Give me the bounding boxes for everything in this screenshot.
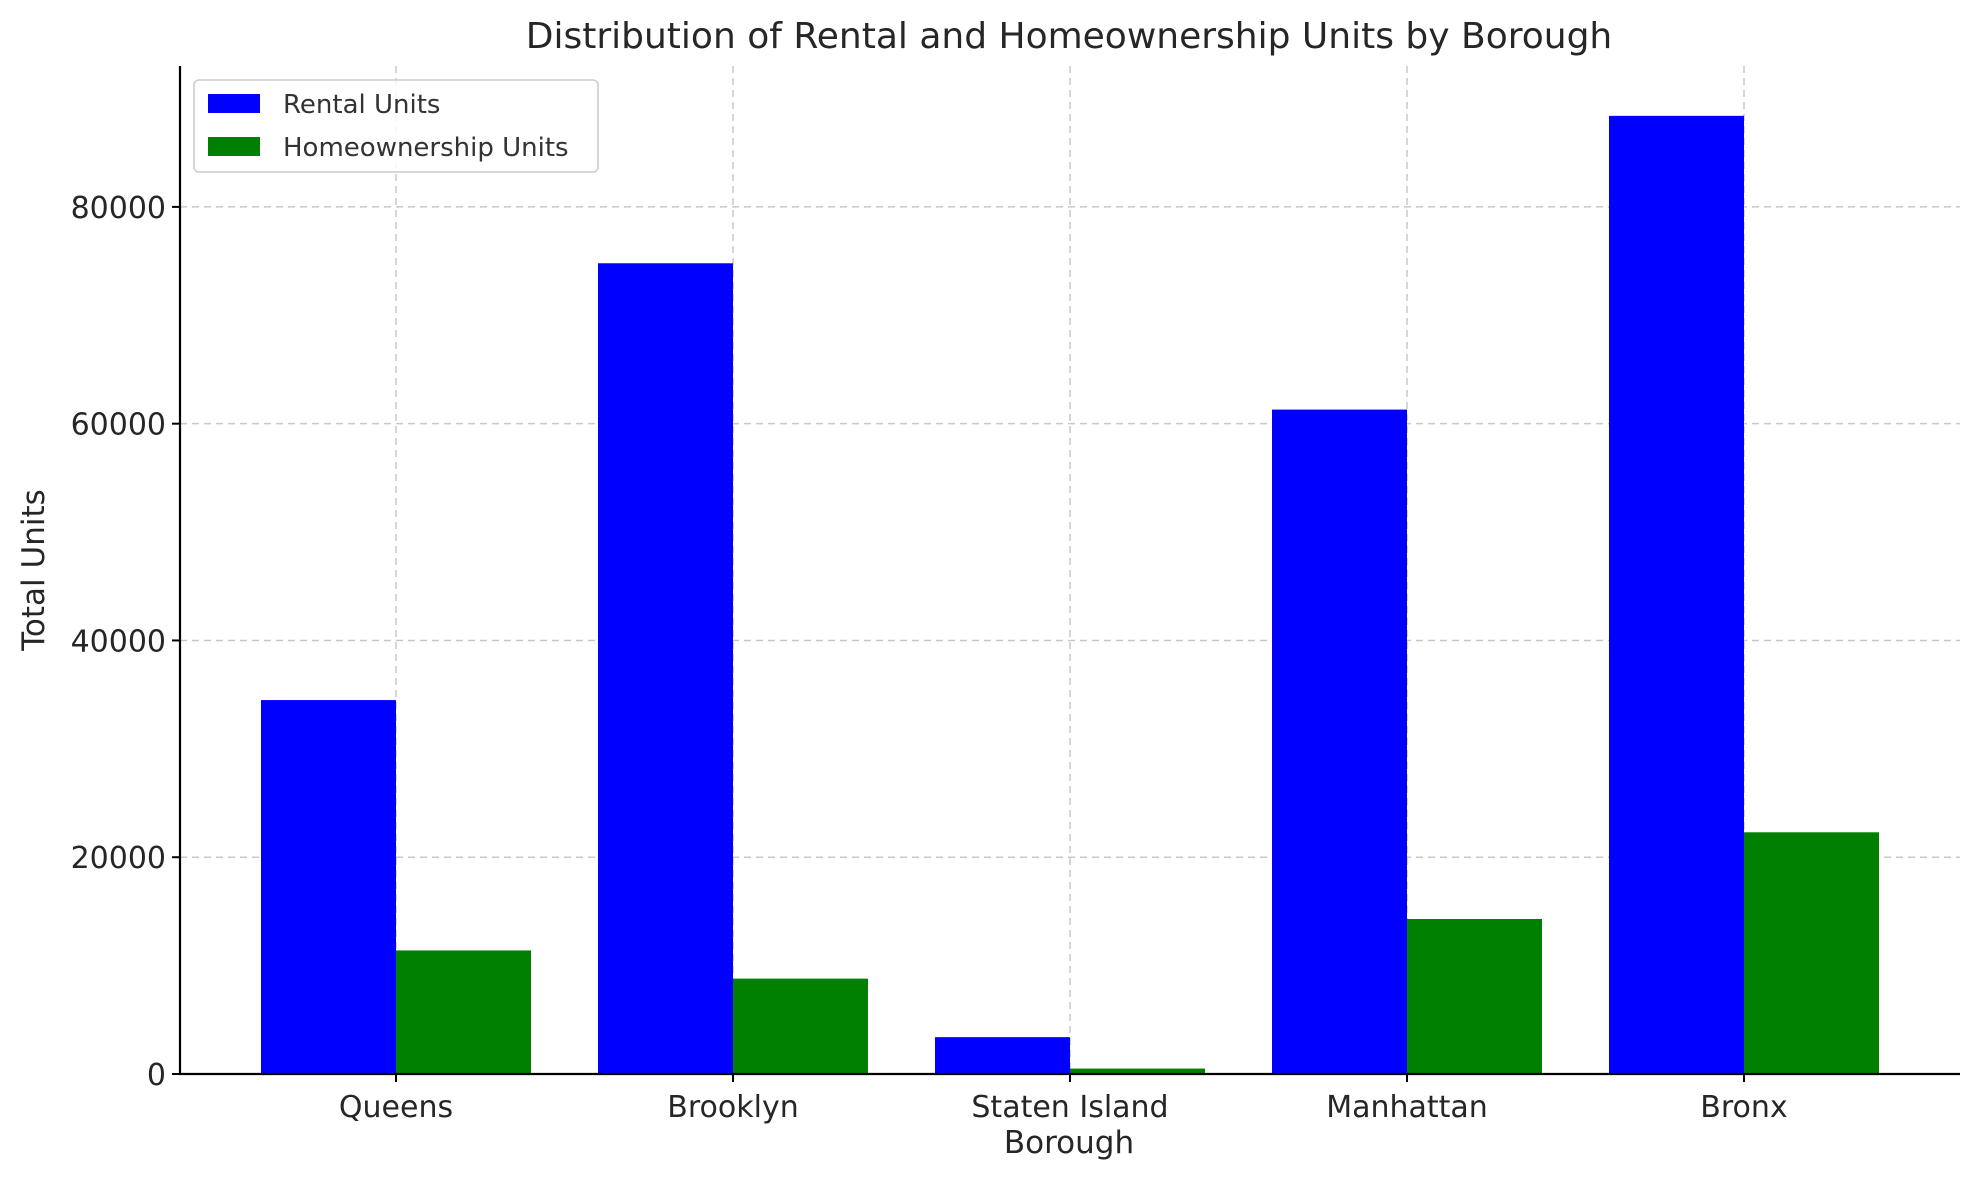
bar-homeownership-bronx — [1744, 832, 1879, 1074]
bar-homeownership-queens — [396, 950, 531, 1074]
x-tick-label: Queens — [339, 1090, 453, 1125]
y-axis-ticks: 0 20000 40000 60000 80000 — [71, 191, 180, 1093]
bar-homeownership-brooklyn — [733, 978, 868, 1074]
bar-homeownership-staten-island — [1070, 1068, 1205, 1074]
bar-rental-manhattan — [1272, 409, 1407, 1074]
legend-frame — [193, 79, 599, 173]
x-tick-label: Bronx — [1700, 1090, 1787, 1125]
x-tick-label: Staten Island — [971, 1090, 1168, 1125]
bar-rental-bronx — [1609, 115, 1744, 1075]
bar-rental-brooklyn — [598, 263, 733, 1074]
legend-label-rental: Rental Units — [283, 90, 440, 120]
x-axis-ticks: Queens Brooklyn Staten Island Manhattan Bron… — [339, 1074, 1788, 1125]
legend-label-homeownership: Homeownership Units — [283, 133, 569, 163]
y-tick-label: 0 — [147, 1058, 166, 1093]
bars — [261, 115, 1879, 1075]
legend: Rental Units Homeownership Units — [193, 79, 599, 173]
x-axis-label: Borough — [1004, 1125, 1134, 1161]
legend-swatch-homeownership — [208, 137, 260, 156]
y-tick-label: 60000 — [71, 408, 166, 443]
y-tick-label: 20000 — [71, 841, 166, 876]
y-tick-label: 80000 — [71, 191, 166, 226]
x-tick-label: Manhattan — [1326, 1090, 1488, 1125]
bar-rental-queens — [261, 700, 396, 1074]
chart-title: Distribution of Rental and Homeownership… — [526, 16, 1613, 57]
legend-swatch-rental — [208, 94, 260, 113]
bar-homeownership-manhattan — [1407, 919, 1542, 1074]
y-axis-label: Total Units — [16, 489, 52, 652]
y-tick-label: 40000 — [71, 624, 166, 659]
bar-rental-staten-island — [935, 1037, 1070, 1074]
x-tick-label: Brooklyn — [667, 1090, 798, 1125]
